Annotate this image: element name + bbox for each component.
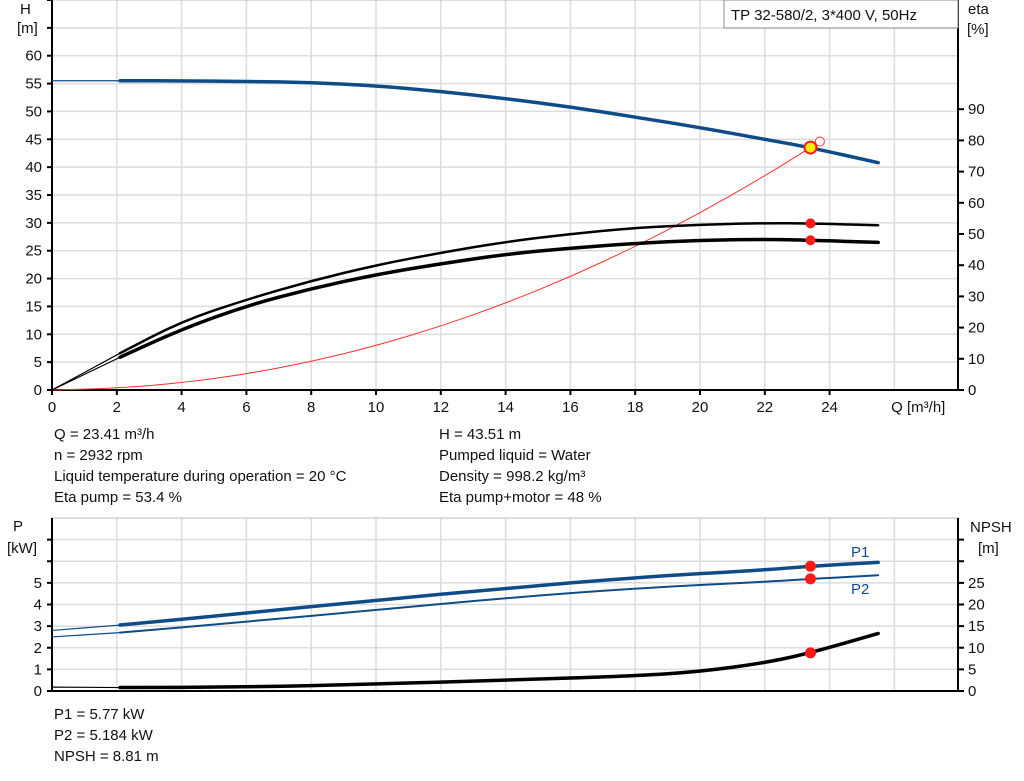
y-tick-label-left: 0 xyxy=(34,382,42,399)
info-eta-pump-motor: Eta pump+motor = 48 % xyxy=(439,489,602,506)
info-npsh: NPSH = 8.81 m xyxy=(54,748,159,765)
info-head: H = 43.51 m xyxy=(439,426,522,443)
y-axis-unit-right: [m] xyxy=(978,540,999,557)
y-tick-label-right: 20 xyxy=(968,597,985,614)
y-tick-label-right: 20 xyxy=(968,320,985,337)
x-tick-label: 16 xyxy=(562,399,579,416)
y-tick-label-left: 5 xyxy=(34,575,42,592)
y-axis-unit-left: [kW] xyxy=(7,540,37,557)
y-tick-label-right: 15 xyxy=(968,618,985,635)
x-axis-label: Q [m³/h] xyxy=(891,399,945,416)
y-tick-label-left: 30 xyxy=(25,215,42,232)
head-curve xyxy=(118,79,880,165)
y-tick-label-left: 1 xyxy=(34,661,42,678)
y-tick-label-left: 0 xyxy=(34,683,42,700)
p1-label: P1 xyxy=(851,544,869,561)
y-tick-label-left: 4 xyxy=(34,597,42,614)
p2-curve-extension xyxy=(51,632,121,638)
info-top-left: Q = 23.41 m³/h n = 2932 rpm Liquid tempe… xyxy=(54,424,346,508)
y-tick-label-right: 60 xyxy=(968,195,985,212)
eta-pump-motor-curve-extension xyxy=(51,356,121,391)
y-tick-label-right: 10 xyxy=(968,640,985,657)
x-tick-label: 4 xyxy=(177,399,185,416)
x-tick-label: 0 xyxy=(48,399,56,416)
y-tick-label-left: 60 xyxy=(25,48,42,65)
p1-curve-extension xyxy=(51,624,121,632)
title-box xyxy=(723,0,959,29)
y-axis-unit-right: [%] xyxy=(967,21,989,38)
info-bottom: P1 = 5.77 kW P2 = 5.184 kW NPSH = 8.81 m xyxy=(54,704,159,767)
x-tick-label: 2 xyxy=(113,399,121,416)
y-tick-label-left: 40 xyxy=(25,159,42,176)
p1-marker xyxy=(804,560,816,572)
y-axis-label-right: eta xyxy=(968,1,990,18)
eta-pump-motor-curve xyxy=(118,237,880,359)
y-tick-label-left: 55 xyxy=(25,76,42,93)
info-density: Density = 998.2 kg/m³ xyxy=(439,468,586,485)
y-tick-label-left: 45 xyxy=(25,131,42,148)
npsh-curve xyxy=(118,631,880,690)
p2-label: P2 xyxy=(851,581,869,598)
y-tick-label-right: 0 xyxy=(968,683,976,700)
x-tick-label: 12 xyxy=(432,399,449,416)
p2-marker xyxy=(804,573,816,585)
y-axis-label-left: P xyxy=(13,518,23,535)
y-tick-label-left: 50 xyxy=(25,103,42,120)
info-temperature: Liquid temperature during operation = 20… xyxy=(54,468,347,485)
y-tick-label-right: 90 xyxy=(968,101,985,118)
p2-curve xyxy=(119,574,880,634)
system-curve xyxy=(51,141,821,391)
info-p1: P1 = 5.77 kW xyxy=(54,706,145,723)
info-p2: P2 = 5.184 kW xyxy=(54,727,153,744)
eta-pump-curve xyxy=(118,221,880,355)
y-tick-label-left: 35 xyxy=(25,187,42,204)
info-liquid: Pumped liquid = Water xyxy=(439,447,591,464)
y-axis-unit-left: [m] xyxy=(17,20,38,37)
x-tick-label: 18 xyxy=(627,399,644,416)
y-tick-label-right: 40 xyxy=(968,257,985,274)
y-tick-label-left: 25 xyxy=(25,243,42,260)
info-top-right: H = 43.51 m Pumped liquid = Water Densit… xyxy=(439,424,602,508)
y-tick-label-right: 10 xyxy=(968,351,985,368)
x-tick-label: 8 xyxy=(307,399,315,416)
x-tick-label: 20 xyxy=(692,399,709,416)
y-tick-label-left: 2 xyxy=(34,640,42,657)
npsh-marker xyxy=(804,647,816,659)
eta-pump-motor-marker xyxy=(805,235,816,246)
info-speed: n = 2932 rpm xyxy=(54,447,143,464)
y-tick-label-left: 15 xyxy=(25,298,42,315)
p1-curve xyxy=(118,560,880,627)
eta-pump-marker xyxy=(805,218,816,229)
duty-point-marker xyxy=(803,140,818,155)
x-tick-label: 24 xyxy=(821,399,838,416)
y-tick-label-right: 70 xyxy=(968,164,985,181)
y-tick-label-left: 20 xyxy=(25,271,42,288)
info-eta-pump: Eta pump = 53.4 % xyxy=(54,489,182,506)
x-tick-label: 22 xyxy=(756,399,773,416)
y-tick-label-right: 50 xyxy=(968,226,985,243)
y-axis-label-right: NPSH xyxy=(970,519,1012,536)
y-tick-label-left: 3 xyxy=(34,618,42,635)
y-tick-label-left: 10 xyxy=(25,326,42,343)
y-axis-label-left: H xyxy=(20,1,31,18)
y-tick-label-right: 30 xyxy=(968,288,985,305)
y-tick-label-right: 5 xyxy=(968,661,976,678)
chart-title: TP 32-580/2, 3*400 V, 50Hz xyxy=(731,7,917,24)
info-flow: Q = 23.41 m³/h xyxy=(54,426,155,443)
y-tick-label-left: 5 xyxy=(34,354,42,371)
x-tick-label: 10 xyxy=(368,399,385,416)
y-tick-label-right: 0 xyxy=(968,382,976,399)
x-tick-label: 6 xyxy=(242,399,250,416)
system-end-marker xyxy=(814,136,825,147)
y-tick-label-right: 80 xyxy=(968,132,985,149)
y-tick-label-right: 25 xyxy=(968,575,985,592)
x-tick-label: 14 xyxy=(497,399,514,416)
